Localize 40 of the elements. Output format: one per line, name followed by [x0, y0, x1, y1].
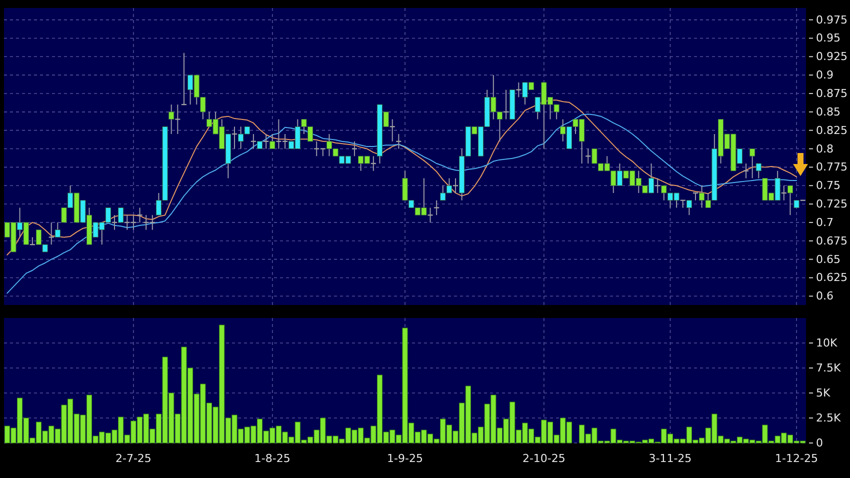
candlestick — [118, 207, 124, 223]
candlestick — [434, 200, 440, 216]
x-tick-label: 1-8-25 — [254, 452, 290, 465]
y-tick-label: 0.9 — [816, 68, 834, 82]
y-tick-label: 0.8 — [816, 142, 834, 156]
y-tick-label: 5K — [816, 386, 831, 400]
y-tick-label: 0.7 — [816, 216, 834, 229]
y-tick-label: 2.5K — [816, 412, 842, 424]
candlestick — [516, 82, 522, 98]
line-series — [6, 114, 798, 294]
y-tick-label: 0.725 — [816, 198, 848, 211]
y-tick-label: 0.95 — [816, 32, 840, 45]
candlestick — [428, 207, 433, 223]
candlestick — [390, 118, 395, 142]
y-tick-label: 0.675 — [816, 234, 848, 248]
candlestick — [175, 104, 180, 135]
y-tick-label: 10K — [816, 336, 838, 350]
y-tick-label: 0.875 — [816, 86, 848, 100]
candlestick — [48, 222, 54, 246]
y-tick-label: 0.85 — [816, 105, 840, 118]
x-tick-label: 1-12-25 — [775, 452, 818, 465]
candlestick — [680, 200, 686, 208]
y-tick-label: 0.6 — [816, 290, 834, 303]
candlestick — [352, 140, 358, 157]
y-tick-label: 0.75 — [816, 179, 840, 192]
x-tick-label: 3-11-25 — [648, 452, 692, 465]
y-tick-label: 0.65 — [816, 252, 840, 266]
x-tick-label: 1-9-25 — [387, 452, 423, 465]
y-tick-label: 0.625 — [816, 271, 848, 284]
x-tick-label: 2-10-25 — [522, 452, 566, 465]
candlestick — [750, 148, 756, 179]
y-tick-label: 7.5K — [816, 362, 842, 374]
y-tick-label: 0 — [816, 436, 823, 450]
candlestick — [137, 207, 142, 223]
y-tick-label: 0.775 — [816, 160, 848, 174]
y-tick-label: 0.825 — [816, 124, 848, 137]
x-tick-label: 2-7-25 — [115, 452, 152, 465]
y-tick-label: 0.975 — [816, 13, 848, 26]
y-tick-label: 0.925 — [816, 50, 848, 64]
candlestick — [756, 163, 762, 179]
